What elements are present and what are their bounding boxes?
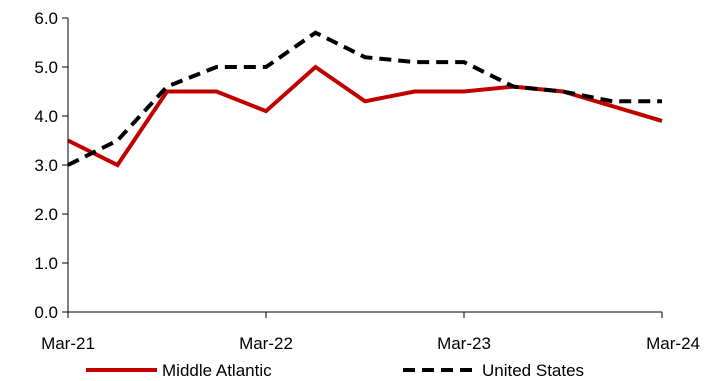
x-tick-label: Mar-22: [239, 334, 293, 353]
y-tick-label: 2.0: [34, 205, 58, 224]
x-tick-label: Mar-21: [41, 334, 95, 353]
series-line-united-states: [67, 30, 662, 167]
series-lines: [67, 30, 663, 168]
legend-label: Middle Atlantic: [162, 361, 272, 380]
y-tick-label: 4.0: [34, 107, 58, 126]
legend: Middle Atlantic United States: [86, 361, 584, 380]
y-tick-label: 6.0: [34, 9, 58, 28]
y-tick-label: 3.0: [34, 156, 58, 175]
y-tick-label: 1.0: [34, 254, 58, 273]
legend-label: United States: [482, 361, 584, 380]
y-tick-label: 5.0: [34, 58, 58, 77]
y-tick-label: 0.0: [34, 303, 58, 322]
legend-item: Middle Atlantic: [86, 361, 272, 380]
y-axis-ticks: 0.0 1.0 2.0 3.0 4.0 5.0 6.0: [34, 9, 68, 322]
x-tick-label: Mar-24: [646, 334, 700, 353]
legend-item: United States: [403, 361, 584, 380]
x-axis-ticks: Mar-21 Mar-22 Mar-23 Mar-24: [41, 312, 700, 353]
x-tick-label: Mar-23: [437, 334, 491, 353]
series-line-middle-atlantic: [67, 64, 663, 168]
